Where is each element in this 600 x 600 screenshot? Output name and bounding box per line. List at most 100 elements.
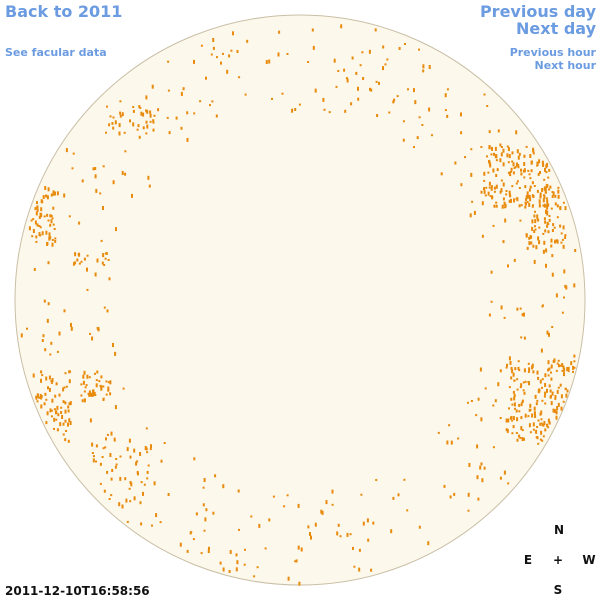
facula xyxy=(51,239,54,241)
facula xyxy=(91,452,94,454)
next-hour-link[interactable]: Next hour xyxy=(535,59,597,72)
facula xyxy=(310,535,312,540)
facula xyxy=(122,387,125,390)
facula xyxy=(128,438,131,443)
facula xyxy=(40,404,43,409)
facula xyxy=(402,138,405,142)
facula xyxy=(93,391,96,395)
facula xyxy=(524,185,527,189)
facula xyxy=(512,390,515,394)
facula xyxy=(72,152,75,155)
facula xyxy=(545,164,548,169)
facula xyxy=(534,394,537,399)
facula xyxy=(139,501,142,505)
facula xyxy=(507,147,510,152)
facula xyxy=(46,411,49,416)
facula xyxy=(212,38,215,42)
facula xyxy=(488,313,491,317)
facula xyxy=(552,223,555,227)
facula xyxy=(557,359,560,362)
facula xyxy=(515,432,518,434)
facula xyxy=(52,223,55,226)
facula xyxy=(413,146,415,149)
facular-data-link[interactable]: See facular data xyxy=(5,46,107,59)
facula xyxy=(157,108,160,112)
facula xyxy=(149,120,152,123)
facula xyxy=(65,430,68,432)
facula xyxy=(518,410,521,413)
facula xyxy=(110,431,113,436)
facula xyxy=(492,404,495,407)
facula xyxy=(528,194,531,199)
facula xyxy=(521,437,524,441)
facula xyxy=(491,185,493,188)
facula xyxy=(538,203,541,208)
facula xyxy=(448,424,451,427)
facula xyxy=(36,201,38,205)
facula xyxy=(50,409,53,412)
facula xyxy=(480,190,483,194)
facula xyxy=(337,523,340,527)
facula xyxy=(509,194,512,198)
facula xyxy=(286,53,289,55)
facula xyxy=(516,438,519,442)
facula xyxy=(523,437,525,441)
facula xyxy=(145,95,148,100)
facula xyxy=(53,427,55,430)
facula xyxy=(545,248,548,253)
facula xyxy=(146,124,149,129)
facula xyxy=(403,478,406,481)
facula xyxy=(92,389,94,394)
facula xyxy=(556,216,559,219)
facula xyxy=(55,410,58,414)
facula xyxy=(505,190,508,192)
facula xyxy=(160,459,163,463)
facula xyxy=(560,406,563,411)
facula xyxy=(368,49,371,54)
facula xyxy=(62,422,65,426)
facula xyxy=(554,240,556,244)
facula xyxy=(531,413,534,418)
facula xyxy=(527,415,530,418)
facula xyxy=(539,379,542,384)
facula xyxy=(500,152,503,157)
facula xyxy=(516,388,519,391)
facula xyxy=(546,424,549,428)
facula xyxy=(488,186,491,189)
facula xyxy=(34,220,37,225)
facula xyxy=(102,447,105,450)
facula xyxy=(86,374,89,379)
facula xyxy=(295,559,298,563)
facula xyxy=(113,437,116,442)
previous-hour-link[interactable]: Previous hour xyxy=(510,46,597,59)
facula xyxy=(211,100,214,103)
facula xyxy=(70,322,72,327)
facula xyxy=(45,376,48,381)
facula xyxy=(39,394,42,398)
facula xyxy=(106,309,109,313)
facula xyxy=(428,65,431,69)
facula xyxy=(100,239,103,242)
facula xyxy=(311,28,314,32)
facula xyxy=(145,120,148,124)
facula xyxy=(46,318,49,323)
facula xyxy=(180,126,183,130)
facula xyxy=(166,116,169,119)
facula xyxy=(229,550,232,554)
facula xyxy=(533,259,536,264)
facula xyxy=(300,547,303,552)
facula xyxy=(36,394,39,398)
previous-day-link[interactable]: Previous day xyxy=(480,2,597,21)
facula xyxy=(515,130,518,135)
facula xyxy=(557,386,560,389)
back-year-link[interactable]: Back to 2011 xyxy=(5,2,122,21)
next-day-link[interactable]: Next day xyxy=(516,19,597,38)
facula xyxy=(534,225,536,228)
facula xyxy=(520,426,523,431)
compass-west: W xyxy=(582,553,595,567)
facula xyxy=(518,434,521,438)
facula xyxy=(139,107,142,109)
facula xyxy=(38,216,41,219)
facula xyxy=(544,373,547,378)
